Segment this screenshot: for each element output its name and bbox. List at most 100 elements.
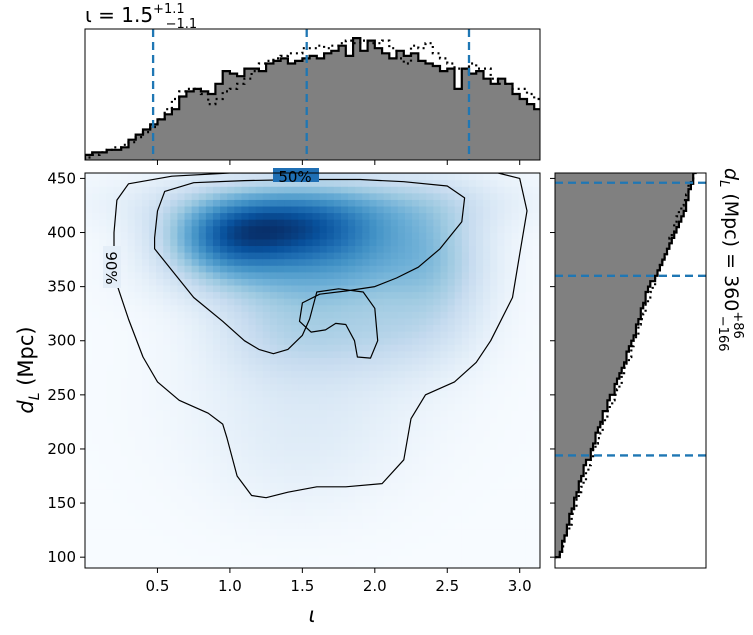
- heatmap-cell: [205, 502, 214, 510]
- heatmap-cell: [248, 541, 257, 549]
- heatmap-cell: [177, 442, 186, 451]
- heatmap-cell: [291, 238, 299, 247]
- heatmap-cell: [362, 344, 370, 352]
- heatmap-cell: [127, 284, 136, 293]
- heatmap-cell: [141, 383, 150, 391]
- heatmap-cell: [461, 350, 470, 358]
- heatmap-cell: [127, 258, 136, 266]
- heatmap-cell: [419, 317, 427, 326]
- heatmap-cell: [490, 278, 498, 286]
- heatmap-cell: [92, 258, 100, 266]
- heatmap-cell: [92, 311, 100, 319]
- heatmap-cell: [404, 541, 413, 549]
- heatmap-cell: [490, 554, 498, 563]
- heatmap-cell: [170, 469, 179, 477]
- heatmap-cell: [447, 179, 456, 187]
- heatmap-cell: [291, 390, 299, 398]
- heatmap-cell: [92, 456, 100, 464]
- heatmap-cell: [504, 298, 513, 306]
- heatmap-cell: [426, 456, 434, 464]
- heatmap-cell: [454, 265, 463, 273]
- heatmap-cell: [227, 416, 235, 424]
- heatmap-cell: [106, 357, 115, 365]
- heatmap-cell: [333, 456, 342, 464]
- heatmap-cell: [276, 377, 285, 385]
- heatmap-cell: [177, 495, 186, 503]
- heatmap-cell: [397, 317, 406, 326]
- heatmap-cell: [234, 179, 243, 187]
- heatmap-cell: [156, 508, 164, 516]
- heatmap-cell: [184, 252, 193, 260]
- heatmap-cell: [383, 456, 392, 464]
- heatmap-cell: [326, 469, 335, 477]
- heatmap-cell: [284, 475, 292, 484]
- heatmap-cell: [234, 462, 243, 470]
- heatmap-cell: [355, 442, 363, 451]
- heatmap-cell: [518, 317, 527, 326]
- heatmap-cell: [412, 173, 420, 181]
- heatmap-cell: [305, 265, 314, 273]
- heatmap-cell: [305, 482, 314, 490]
- heatmap-cell: [141, 265, 150, 273]
- heatmap-cell: [163, 192, 171, 200]
- heatmap-cell: [85, 238, 93, 247]
- heatmap-cell: [298, 212, 306, 220]
- heatmap-cell: [440, 337, 449, 345]
- heatmap-cell: [511, 357, 520, 365]
- heatmap-cell: [99, 173, 107, 181]
- heatmap-cell: [376, 541, 385, 549]
- heatmap-cell: [134, 192, 143, 200]
- heatmap-cell: [99, 469, 107, 477]
- heatmap-cell: [255, 317, 264, 326]
- heatmap-cell: [319, 245, 328, 253]
- heatmap-cell: [319, 252, 328, 260]
- heatmap-cell: [106, 436, 115, 444]
- heatmap-cell: [205, 462, 214, 470]
- heatmap-cell: [319, 561, 328, 568]
- heatmap-cell: [468, 502, 477, 510]
- heatmap-cell: [348, 199, 356, 207]
- heatmap-cell: [426, 357, 434, 365]
- heatmap-cell: [369, 337, 378, 345]
- heatmap-cell: [234, 238, 243, 247]
- heatmap-cell: [390, 173, 399, 181]
- heatmap-cell: [92, 199, 100, 207]
- heatmap-cell: [369, 357, 378, 365]
- heatmap-cell: [397, 304, 406, 312]
- heatmap-cell: [532, 192, 540, 200]
- heatmap-cell: [447, 475, 456, 484]
- heatmap-cell: [298, 265, 306, 273]
- heatmap-cell: [127, 245, 136, 253]
- heatmap-cell: [141, 370, 150, 378]
- heatmap-cell: [262, 219, 271, 227]
- heatmap-cell: [276, 258, 285, 266]
- heatmap-cell: [454, 331, 463, 339]
- heatmap-cell: [532, 363, 540, 372]
- heatmap-cell: [262, 416, 271, 424]
- heatmap-cell: [326, 252, 335, 260]
- heatmap-cell: [355, 528, 363, 536]
- heatmap-cell: [404, 442, 413, 451]
- heatmap-cell: [348, 298, 356, 306]
- heatmap-cell: [113, 232, 122, 240]
- heatmap-cell: [156, 179, 164, 187]
- heatmap-cell: [426, 403, 434, 411]
- heatmap-cell: [404, 265, 413, 273]
- heatmap-cell: [291, 495, 299, 503]
- heatmap-cell: [476, 363, 484, 372]
- heatmap-cell: [177, 396, 186, 405]
- heatmap-cell: [163, 370, 171, 378]
- heatmap-cell: [518, 528, 527, 536]
- heatmap-cell: [511, 212, 520, 220]
- heatmap-cell: [191, 429, 200, 437]
- heatmap-cell: [511, 508, 520, 516]
- heatmap-cell: [255, 350, 264, 358]
- heatmap-cell: [383, 554, 392, 563]
- heatmap-cell: [483, 337, 491, 345]
- heatmap-cell: [476, 410, 484, 418]
- heatmap-cell: [497, 521, 506, 530]
- heatmap-cell: [483, 173, 491, 181]
- heatmap-cell: [525, 357, 534, 365]
- heatmap-cell: [397, 508, 406, 516]
- heatmap-cell: [383, 442, 392, 451]
